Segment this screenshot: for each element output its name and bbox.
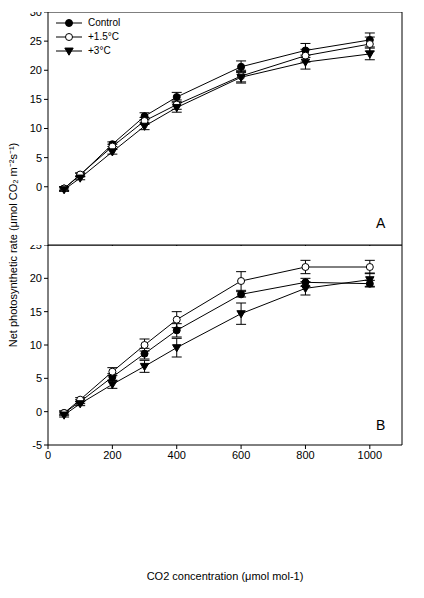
html-text:B: B — [376, 417, 386, 433]
svg-text:10: 10 — [30, 339, 42, 351]
svg-text:5: 5 — [36, 152, 42, 164]
html-text:CO2 concentration (μmol mol-1): CO2 concentration (μmol mol-1) — [146, 570, 304, 582]
svg-text:5: 5 — [36, 372, 42, 384]
svg-text:800: 800 — [296, 449, 314, 461]
html-text:Control: Control — [88, 17, 121, 28]
html-text:+3°C: +3°C — [88, 45, 111, 56]
svg-text:20: 20 — [30, 272, 42, 284]
svg-text:10: 10 — [30, 122, 42, 134]
svg-text:200: 200 — [103, 449, 121, 461]
svg-text:1000: 1000 — [358, 449, 382, 461]
svg-text:30: 30 — [30, 12, 42, 18]
svg-text:25: 25 — [30, 245, 42, 251]
svg-text:25: 25 — [30, 35, 42, 47]
svg-text:0: 0 — [36, 406, 42, 418]
svg-text:600: 600 — [232, 449, 250, 461]
svg-text:-5: -5 — [32, 439, 42, 451]
html-text:A: A — [376, 215, 386, 231]
html-text:Net photosynthetic rate (μmol: Net photosynthetic rate (μmol CO₂ m⁻²s⁻¹… — [6, 142, 19, 348]
svg-text:15: 15 — [30, 93, 42, 105]
svg-text:0: 0 — [36, 181, 42, 193]
svg-text:15: 15 — [30, 306, 42, 318]
svg-text:0: 0 — [45, 449, 51, 461]
svg-text:400: 400 — [168, 449, 186, 461]
svg-text:20: 20 — [30, 64, 42, 76]
html-text:+1.5°C: +1.5°C — [88, 31, 119, 42]
